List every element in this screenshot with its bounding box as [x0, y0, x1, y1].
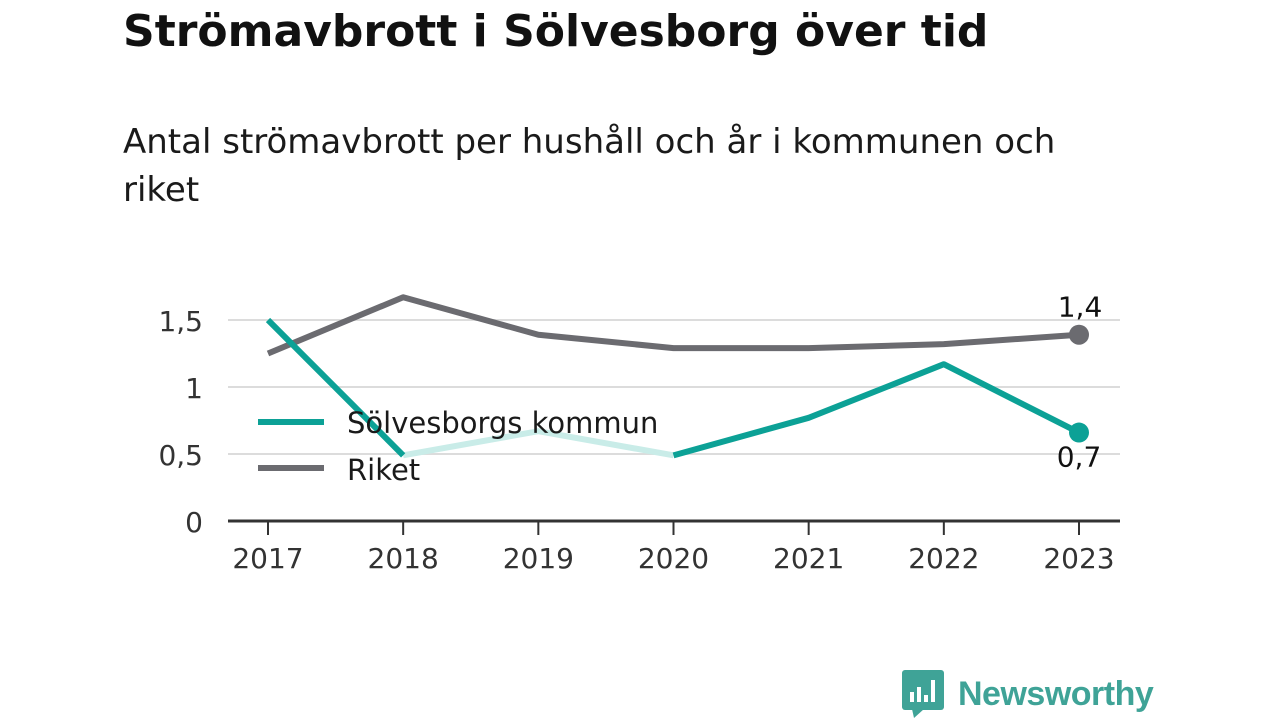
chart-title: Strömavbrott i Sölvesborg över tid	[123, 6, 989, 57]
data-label-kommun: 0,7	[1057, 441, 1102, 474]
y-tick-label: 0	[185, 506, 203, 539]
x-tick-label: 2018	[368, 542, 439, 575]
x-tick-label: 2017	[232, 542, 303, 575]
series-line-riket	[266, 294, 1080, 357]
series-endpoint-riket	[1069, 324, 1089, 345]
chart-subtitle: Antal strömavbrott per hushåll och år i …	[123, 122, 1056, 210]
series-endpoint-kommun	[1069, 422, 1089, 443]
x-tick-label: 2022	[908, 542, 979, 575]
x-tick-label: 2019	[503, 542, 574, 575]
x-tick-label: 2023	[1043, 542, 1114, 575]
series-line-kommun-faded	[402, 428, 675, 459]
legend-label-riket: Riket	[347, 453, 420, 487]
y-tick-label: 1,5	[158, 305, 203, 338]
brand-logo: Newsworthy	[902, 670, 1154, 718]
x-tick-label: 2020	[638, 542, 709, 575]
x-tick-label: 2021	[773, 542, 844, 575]
y-tick-label: 1	[185, 372, 203, 405]
y-tick-label: 0,5	[158, 439, 203, 472]
series-line-kommun	[265, 317, 406, 458]
bar-chart-speech-bubble-icon	[902, 670, 944, 718]
series-line-kommun	[672, 361, 1081, 459]
brand-name: Newsworthy	[958, 674, 1154, 713]
legend-label-kommun: Sölvesborgs kommun	[347, 406, 658, 440]
data-label-riket: 1,4	[1058, 291, 1103, 324]
